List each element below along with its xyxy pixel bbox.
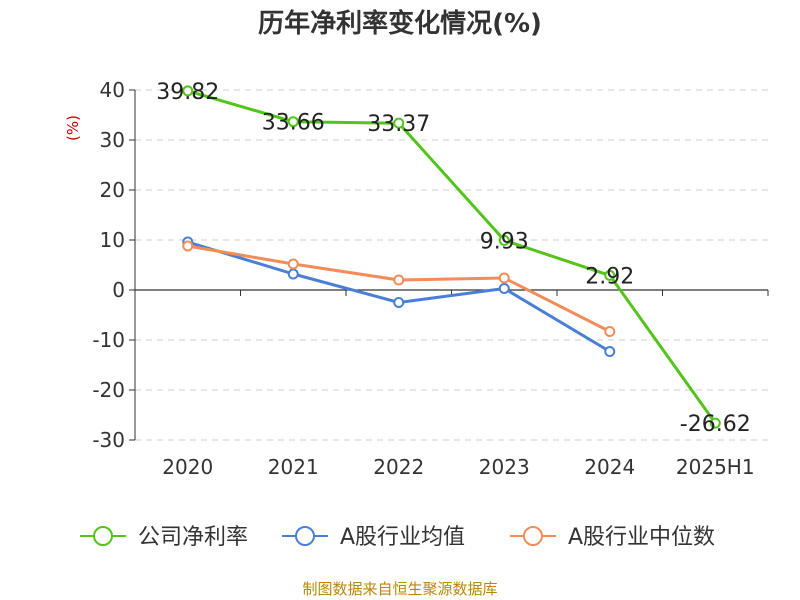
x-tick-label: 2020 bbox=[162, 455, 213, 479]
data-point[interactable] bbox=[604, 326, 616, 337]
data-point[interactable] bbox=[287, 116, 299, 128]
legend-item-2[interactable]: A股行业中位数 bbox=[510, 525, 715, 550]
x-tick-label: 2024 bbox=[584, 455, 635, 479]
y-tick-label: 30 bbox=[100, 128, 125, 152]
data-label: 39.82 bbox=[156, 80, 219, 105]
y-tick-label: 40 bbox=[100, 78, 125, 102]
grid-lines bbox=[135, 89, 768, 441]
data-point[interactable] bbox=[498, 272, 510, 284]
data-point[interactable] bbox=[182, 85, 194, 97]
data-label: 9.93 bbox=[480, 229, 529, 254]
data-label: -26.62 bbox=[680, 412, 751, 437]
data-point[interactable] bbox=[393, 117, 405, 129]
y-tick-label: 20 bbox=[100, 178, 125, 202]
data-point[interactable] bbox=[604, 269, 616, 281]
legend-label: A股行业中位数 bbox=[568, 525, 715, 550]
legend-swatch-marker bbox=[523, 526, 543, 546]
data-label: 33.66 bbox=[262, 111, 325, 136]
series-line bbox=[187, 89, 717, 424]
series-line bbox=[187, 240, 611, 353]
legend-label: 公司净利率 bbox=[138, 525, 248, 550]
series-0: 39.82 33.66 33.37 9.93 2.92 -26.62 bbox=[156, 80, 750, 437]
legend-item-0[interactable]: 公司净利率 bbox=[80, 525, 248, 550]
data-label: 33.37 bbox=[367, 112, 430, 137]
y-tick-label: -10 bbox=[92, 328, 125, 352]
data-point[interactable] bbox=[498, 234, 510, 246]
y-tick-label: 0 bbox=[112, 278, 125, 302]
data-label: 2.92 bbox=[585, 264, 634, 289]
y-tick-label: -30 bbox=[92, 428, 125, 452]
x-tick-label: 2023 bbox=[479, 455, 530, 479]
y-axis-label: (%) bbox=[64, 115, 82, 141]
legend-swatch-marker bbox=[295, 526, 315, 546]
y-tick-label: 10 bbox=[100, 228, 125, 252]
data-point[interactable] bbox=[287, 258, 299, 270]
y-tick-label: -20 bbox=[92, 378, 125, 402]
data-point[interactable] bbox=[182, 240, 194, 252]
legend[interactable]: 公司净利率 A股行业均值 A股行业中位数 bbox=[80, 525, 715, 550]
series-2 bbox=[182, 240, 616, 337]
data-source-note: 制图数据来自恒生聚源数据库 bbox=[302, 580, 497, 598]
legend-item-1[interactable]: A股行业均值 bbox=[282, 525, 465, 550]
data-point[interactable] bbox=[498, 283, 510, 294]
data-point[interactable] bbox=[393, 274, 405, 286]
series-layer: 39.82 33.66 33.37 9.93 2.92 -26.62 bbox=[156, 80, 750, 437]
data-point[interactable] bbox=[287, 268, 299, 280]
legend-label: A股行业均值 bbox=[340, 525, 465, 550]
x-tick-label: 2025H1 bbox=[676, 455, 755, 479]
x-tick-label: 2022 bbox=[373, 455, 424, 479]
data-point[interactable] bbox=[709, 417, 721, 429]
legend-swatch-marker bbox=[93, 526, 113, 546]
chart-title: 历年净利率变化情况(%) bbox=[258, 8, 542, 39]
data-point[interactable] bbox=[393, 297, 405, 308]
axes: 40 30 20 10 0 -10 -20 -30 2020 2021 2022 2023 2024 20… bbox=[92, 78, 769, 479]
series-line bbox=[187, 244, 611, 333]
x-tick-label: 2021 bbox=[268, 455, 319, 479]
data-point[interactable] bbox=[604, 346, 616, 357]
